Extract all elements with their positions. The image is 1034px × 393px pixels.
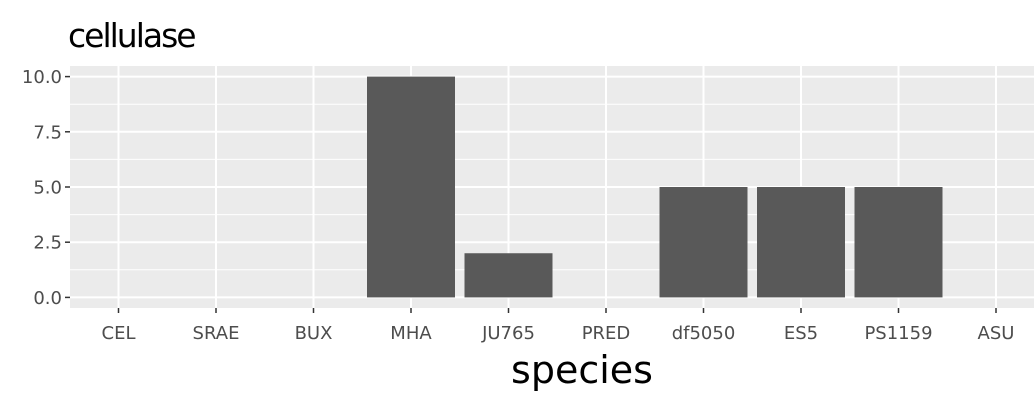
x-tick-label: PS1159 <box>864 323 932 344</box>
x-axis: CEL SRAE BUX MHA JU765 PRED df5050 ES5 PS1159 ASU <box>102 308 1015 344</box>
x-tick-label: MHA <box>390 323 432 344</box>
x-tick-label: BUX <box>295 323 333 344</box>
bar-MHA <box>367 76 455 298</box>
x-tick-label: df5050 <box>672 323 736 344</box>
bars <box>367 76 943 298</box>
x-tick-label: CEL <box>102 323 136 344</box>
y-tick-label: 7.5 <box>33 122 62 143</box>
bar-ES5 <box>757 187 845 298</box>
bar-PS1159 <box>854 187 943 298</box>
chart-title: cellulase <box>68 16 195 55</box>
x-tick-label: SRAE <box>193 323 240 344</box>
y-tick-label: 2.5 <box>33 233 62 254</box>
x-tick-label: ASU <box>978 323 1015 344</box>
x-tick-label: JU765 <box>481 323 535 344</box>
x-tick-label: PRED <box>582 323 631 344</box>
y-axis: 0.0 2.5 5.0 7.5 10.0 <box>22 67 70 309</box>
y-tick-label: 0.0 <box>33 288 62 309</box>
x-axis-title: species <box>511 348 653 392</box>
bar-df5050 <box>659 187 748 298</box>
y-tick-label: 10.0 <box>22 67 62 88</box>
bar-JU765 <box>464 253 553 298</box>
y-tick-label: 5.0 <box>33 178 62 199</box>
x-tick-label: ES5 <box>784 323 818 344</box>
